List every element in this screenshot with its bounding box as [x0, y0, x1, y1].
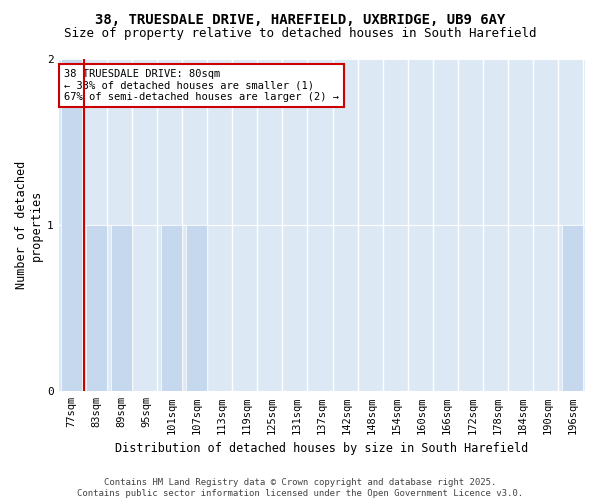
- Text: 38 TRUESDALE DRIVE: 80sqm
← 33% of detached houses are smaller (1)
67% of semi-d: 38 TRUESDALE DRIVE: 80sqm ← 33% of detac…: [64, 69, 339, 102]
- X-axis label: Distribution of detached houses by size in South Harefield: Distribution of detached houses by size …: [115, 442, 529, 455]
- Bar: [61, 59, 82, 392]
- Bar: [186, 225, 207, 392]
- Text: 38, TRUESDALE DRIVE, HAREFIELD, UXBRIDGE, UB9 6AY: 38, TRUESDALE DRIVE, HAREFIELD, UXBRIDGE…: [95, 12, 505, 26]
- Y-axis label: Number of detached
properties: Number of detached properties: [15, 161, 43, 290]
- Bar: [111, 225, 132, 392]
- Bar: [86, 225, 107, 392]
- Text: Size of property relative to detached houses in South Harefield: Size of property relative to detached ho…: [64, 28, 536, 40]
- Bar: [161, 225, 182, 392]
- Text: Contains HM Land Registry data © Crown copyright and database right 2025.
Contai: Contains HM Land Registry data © Crown c…: [77, 478, 523, 498]
- Bar: [562, 225, 583, 392]
